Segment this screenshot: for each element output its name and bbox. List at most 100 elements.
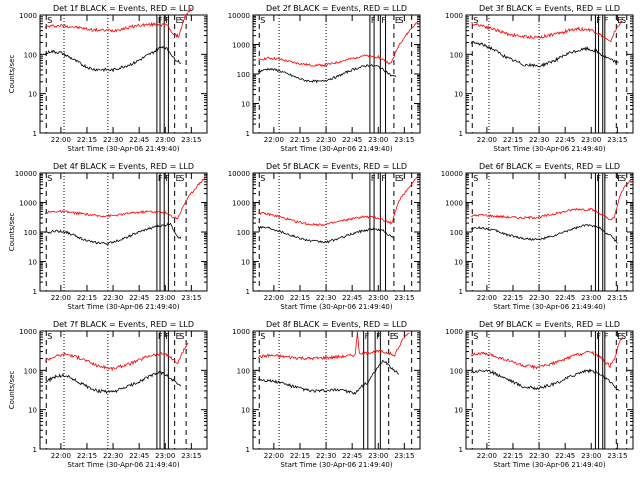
x-tick-label: 22:15 — [290, 452, 310, 460]
flag-S: S — [621, 174, 626, 183]
flag-E: E — [176, 174, 181, 183]
plot-frame — [465, 14, 634, 134]
x-tick-label: 22:30 — [316, 294, 336, 302]
y-tick-label: 10 — [28, 407, 37, 415]
flag-F: F — [165, 174, 170, 183]
x-tick-label: 22:45 — [555, 452, 575, 460]
flag-S: S — [399, 174, 404, 183]
x-tick-label: 22:15 — [77, 136, 97, 144]
x-tick-label: 23:00 — [155, 294, 175, 302]
x-tick-label: 23:15 — [394, 136, 414, 144]
flag-S: S — [621, 332, 626, 341]
flag-F: F — [165, 16, 170, 25]
y-tick-label: 10 — [454, 259, 463, 267]
x-axis-label: Start Time (30-Apr-06 21:49:40) — [280, 145, 392, 153]
flag-S: S — [260, 174, 265, 183]
y-tick-label: 1000 — [232, 42, 250, 50]
x-tick-label: 22:00 — [264, 452, 284, 460]
panel-2: Det 2f BLACK = Events, RED = LLD 1 10 100 10… — [228, 4, 421, 153]
flag-F: F — [381, 16, 386, 25]
flag-S: S — [473, 332, 478, 341]
x-tick-label: 22:00 — [477, 452, 497, 460]
x-tick-label: 23:15 — [607, 294, 627, 302]
x-tick-label: 23:15 — [394, 452, 414, 460]
x-tick-label: 22:30 — [529, 294, 549, 302]
x-tick-label: 22:15 — [290, 136, 310, 144]
x-axis-label: Start Time (30-Apr-06 21:49:40) — [67, 461, 179, 469]
x-axis-label: Start Time (30-Apr-06 21:49:40) — [280, 461, 392, 469]
y-tick-label: 1 — [246, 446, 250, 454]
x-axis-label: Start Time (30-Apr-06 21:49:40) — [280, 303, 392, 311]
x-tick-label: 23:00 — [155, 136, 175, 144]
lld-series-line — [470, 336, 623, 370]
plot-frame — [252, 14, 421, 134]
panel-title: Det 3f BLACK = Events, RED = LLD — [479, 4, 620, 13]
y-tick-label: 100 — [24, 367, 37, 375]
x-axis-label: Start Time (30-Apr-06 21:49:40) — [67, 145, 179, 153]
panel-5: Det 5f BLACK = Events, RED = LLD 1 10 100 10… — [228, 162, 421, 311]
y-axis-label: Counts/sec — [8, 371, 16, 410]
events-series-line — [44, 45, 181, 73]
events-series-line — [258, 359, 400, 395]
y-tick-label: 100 — [24, 51, 37, 59]
x-tick-label: 22:00 — [264, 136, 284, 144]
flag-F: F — [158, 16, 163, 25]
y-tick-label: 1000 — [19, 12, 37, 20]
flag-F: F — [371, 16, 376, 25]
x-tick-label: 22:45 — [342, 294, 362, 302]
y-tick-label: 1000 — [445, 12, 463, 20]
x-tick-label: 22:45 — [129, 136, 149, 144]
y-tick-label: 1 — [33, 288, 37, 296]
x-tick-label: 22:30 — [316, 452, 336, 460]
flag-S: S — [621, 16, 626, 25]
y-tick-label: 1 — [33, 130, 37, 138]
flag-S: S — [47, 332, 52, 341]
y-tick-label: 10 — [454, 91, 463, 99]
events-series-line — [44, 370, 182, 395]
panel-title: Det 2f BLACK = Events, RED = LLD — [266, 4, 407, 13]
plot-frame — [39, 14, 208, 134]
y-tick-label: 10000 — [15, 170, 37, 178]
y-axis-label: Counts/sec — [8, 213, 16, 252]
flag-E: E — [176, 16, 181, 25]
plot-frame — [252, 330, 421, 450]
lld-series-line — [258, 21, 419, 68]
panel-title: Det 4f BLACK = Events, RED = LLD — [53, 162, 194, 171]
events-series-line — [257, 63, 397, 84]
x-tick-label: 22:45 — [129, 452, 149, 460]
x-tick-label: 22:15 — [503, 452, 523, 460]
x-tick-label: 22:45 — [555, 136, 575, 144]
x-tick-label: 22:45 — [342, 136, 362, 144]
flag-E: E — [176, 332, 181, 341]
lld-series-line — [44, 7, 192, 38]
x-tick-label: 23:15 — [181, 452, 201, 460]
events-series-line — [257, 225, 395, 244]
x-tick-label: 22:45 — [129, 294, 149, 302]
x-tick-label: 22:15 — [77, 294, 97, 302]
x-tick-label: 23:00 — [368, 452, 388, 460]
panel-6: Det 6f BLACK = Events, RED = LLD 1 10 100 10… — [441, 162, 634, 311]
x-tick-label: 23:00 — [368, 294, 388, 302]
flag-F: F — [371, 174, 376, 183]
flag-F: F — [604, 174, 609, 183]
events-series-line — [470, 368, 620, 392]
flag-F: F — [604, 16, 609, 25]
x-tick-label: 22:30 — [529, 136, 549, 144]
x-tick-label: 22:45 — [555, 294, 575, 302]
y-tick-label: 10 — [241, 101, 250, 109]
x-tick-label: 22:00 — [51, 294, 71, 302]
flag-F: F — [596, 16, 601, 25]
lld-series-line — [471, 20, 623, 43]
flag-S: S — [473, 174, 478, 183]
flag-E: E — [617, 174, 622, 183]
y-tick-label: 100 — [237, 229, 250, 237]
x-tick-label: 22:30 — [316, 136, 336, 144]
panel-8: Det 8f BLACK = Events, RED = LLD 1 10 100 10… — [232, 320, 421, 469]
plot-frame — [465, 172, 634, 292]
y-tick-label: 1 — [246, 288, 250, 296]
panel-7: Det 7f BLACK = Events, RED = LLD 1 10 100 10… — [8, 320, 208, 469]
y-tick-label: 1000 — [232, 328, 250, 336]
flag-F: F — [596, 174, 601, 183]
flag-F: F — [165, 332, 170, 341]
